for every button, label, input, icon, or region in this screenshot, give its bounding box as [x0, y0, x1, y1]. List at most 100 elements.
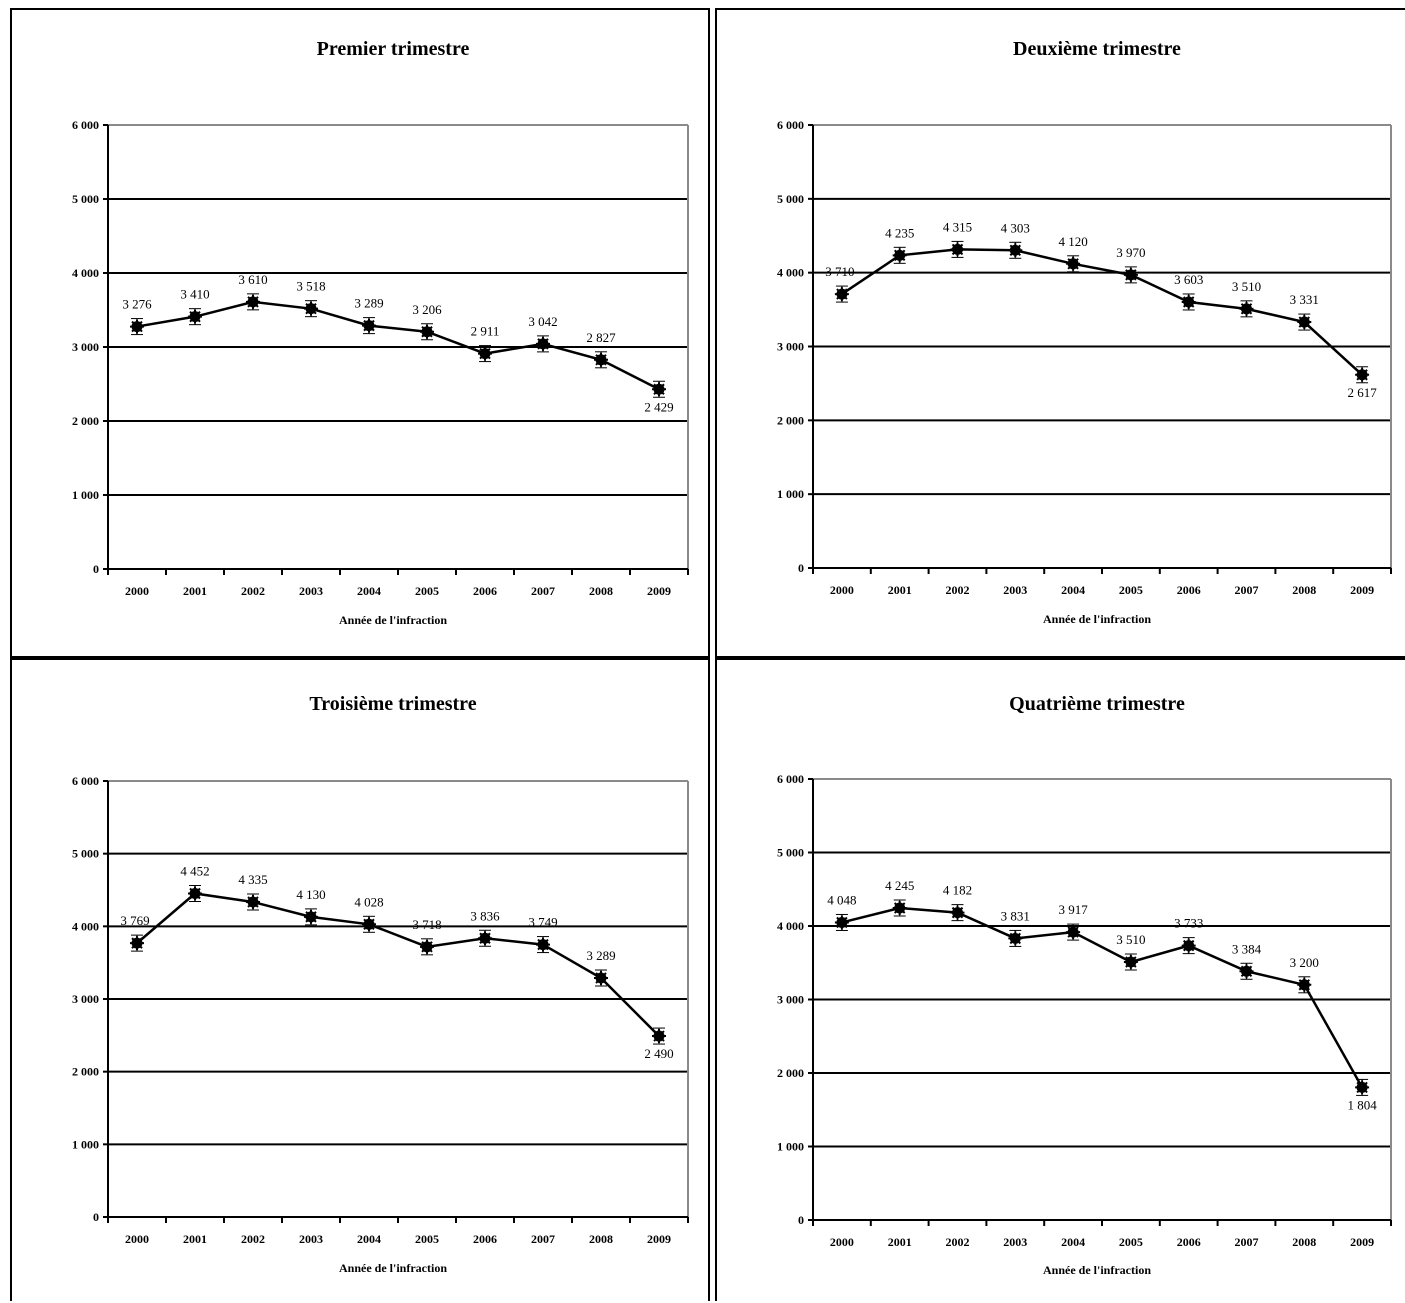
x-tick-label: 2004 [1061, 583, 1085, 597]
point-marker-spikes [1355, 367, 1370, 382]
point-marker-spikes [892, 900, 907, 915]
x-tick-label: 2000 [830, 1235, 854, 1249]
x-tick-label: 2009 [1350, 583, 1374, 597]
x-tick-label: 2001 [183, 1232, 207, 1246]
data-point [950, 240, 965, 258]
data-label: 2 617 [1347, 385, 1377, 400]
y-tick-label: 6 000 [72, 118, 99, 132]
x-tick-label: 2005 [415, 1232, 439, 1246]
x-tick-label: 2006 [473, 584, 497, 598]
x-tick-label: 2002 [241, 584, 265, 598]
x-tick-label: 2008 [1292, 583, 1316, 597]
data-point [246, 893, 260, 911]
data-point [1239, 300, 1254, 318]
x-tick-label: 2001 [888, 1235, 912, 1249]
data-point [478, 929, 492, 947]
data-point [594, 969, 608, 987]
data-label: 2 429 [644, 399, 673, 414]
y-tick-label: 0 [798, 561, 804, 575]
data-label: 3 718 [412, 917, 441, 932]
data-label: 3 603 [1174, 272, 1203, 287]
y-tick-label: 6 000 [777, 772, 804, 786]
x-tick-label: 2008 [589, 584, 613, 598]
point-marker-spikes [536, 937, 550, 952]
data-point [420, 323, 434, 341]
chart-panel-q1: Premier trimestre 0 1 000 2 000 3 000 4 000 5 … [10, 8, 710, 658]
data-point [1239, 962, 1254, 980]
data-point [652, 1027, 666, 1045]
data-label: 4 315 [943, 219, 972, 234]
point-marker-spikes [1066, 256, 1081, 271]
point-marker-spikes [1008, 931, 1023, 946]
y-tick-label: 1 000 [72, 1137, 99, 1151]
point-marker-spikes [478, 931, 492, 946]
data-point [1066, 923, 1081, 941]
y-tick-label: 3 000 [72, 340, 99, 354]
y-tick-label: 3 000 [777, 340, 804, 354]
data-point [130, 318, 144, 336]
point-marker-spikes [652, 1029, 666, 1044]
x-tick-label: 2008 [1292, 1235, 1316, 1249]
x-axis-label: Année de l'infraction [339, 1261, 447, 1275]
data-label: 2 827 [586, 330, 616, 345]
point-marker-spikes [188, 309, 202, 324]
y-tick-label: 5 000 [72, 847, 99, 861]
data-label: 4 120 [1058, 234, 1087, 249]
data-point [130, 934, 144, 952]
x-axis-label: Année de l'infraction [1043, 612, 1151, 626]
data-label: 3 289 [354, 296, 383, 311]
x-tick-label: 2003 [1003, 583, 1027, 597]
y-tick-label: 5 000 [72, 192, 99, 206]
x-tick-label: 2008 [589, 1232, 613, 1246]
data-label: 2 490 [644, 1046, 673, 1061]
data-point [950, 904, 965, 922]
data-point [536, 335, 550, 353]
data-point [892, 246, 907, 264]
y-tick-label: 4 000 [777, 266, 804, 280]
x-tick-label: 2003 [1003, 1235, 1027, 1249]
y-tick-label: 1 000 [72, 488, 99, 502]
x-tick-label: 2009 [647, 584, 671, 598]
data-point [304, 908, 318, 926]
x-tick-label: 2002 [946, 583, 970, 597]
data-point [188, 308, 202, 326]
x-axis-label: Année de l'infraction [339, 613, 447, 627]
data-label: 3 289 [586, 948, 615, 963]
point-marker-spikes [594, 970, 608, 985]
series-line [136, 892, 660, 1037]
point-marker-spikes [834, 287, 849, 302]
series-line [136, 300, 660, 391]
data-point [246, 293, 260, 311]
point-marker-spikes [950, 905, 965, 920]
y-tick-label: 5 000 [777, 846, 804, 860]
x-tick-label: 2007 [1235, 1235, 1259, 1249]
x-tick-label: 2005 [415, 584, 439, 598]
data-label: 3 518 [296, 279, 325, 294]
point-marker-spikes [1239, 301, 1254, 316]
data-label: 3 749 [528, 915, 557, 930]
point-marker-spikes [246, 294, 260, 309]
point-marker-spikes [362, 917, 376, 932]
x-tick-label: 2007 [1235, 583, 1259, 597]
series-line [841, 906, 1364, 1089]
data-point [1123, 953, 1138, 971]
data-point [1181, 937, 1196, 955]
point-marker-spikes [130, 319, 144, 334]
y-tick-label: 0 [93, 1210, 99, 1224]
chart-title: Premier trimestre [317, 38, 470, 60]
data-point [536, 936, 550, 954]
point-marker-spikes [1355, 1080, 1370, 1095]
series-line [841, 248, 1363, 376]
chart-panel-q2: Deuxième trimestre 0 1 000 2 000 3 000 4 000 5… [715, 8, 1405, 658]
data-point [1008, 929, 1023, 947]
chart-title: Deuxième trimestre [1013, 38, 1181, 60]
x-tick-label: 2004 [357, 1232, 381, 1246]
x-tick-label: 2005 [1119, 1235, 1143, 1249]
x-tick-label: 2009 [1350, 1235, 1374, 1249]
data-label: 3 206 [412, 302, 442, 317]
y-tick-label: 0 [798, 1213, 804, 1227]
y-tick-label: 2 000 [72, 1065, 99, 1079]
data-point [1297, 313, 1312, 331]
point-marker-spikes [1239, 964, 1254, 979]
data-label: 3 510 [1116, 932, 1145, 947]
